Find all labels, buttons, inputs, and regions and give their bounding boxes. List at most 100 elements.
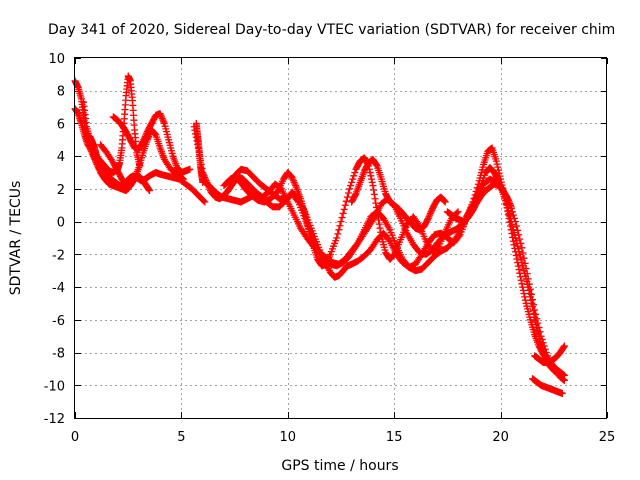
y-tick-label: -4	[52, 281, 65, 296]
series-track-10	[348, 155, 449, 234]
data-point	[201, 198, 209, 206]
data-point	[537, 332, 545, 340]
data-point	[159, 116, 167, 124]
data-point	[333, 234, 341, 242]
data-point	[292, 182, 300, 190]
data-point	[516, 235, 524, 243]
data-point	[509, 211, 517, 219]
data-point	[535, 323, 543, 331]
data-points	[71, 72, 568, 397]
data-point	[493, 160, 501, 168]
data-point	[371, 195, 379, 203]
data-point	[368, 175, 376, 183]
data-point	[428, 206, 436, 214]
data-point	[507, 203, 515, 211]
data-point	[514, 226, 522, 234]
data-point	[531, 306, 539, 314]
data-point	[425, 213, 433, 221]
y-tick-label: -12	[44, 412, 65, 427]
data-point	[293, 197, 301, 205]
data-point	[522, 265, 530, 273]
data-point	[348, 178, 356, 186]
series-track-14	[192, 119, 207, 186]
y-tick-label: -2	[52, 248, 65, 263]
data-point	[337, 218, 345, 226]
series-track-15	[86, 133, 132, 193]
series-track-13	[531, 342, 568, 366]
data-point	[385, 236, 393, 244]
data-point	[342, 197, 350, 205]
data-point	[560, 376, 568, 384]
data-point	[291, 180, 299, 188]
data-point	[525, 286, 533, 294]
data-point	[369, 182, 377, 190]
data-point	[288, 173, 296, 181]
data-point	[560, 342, 568, 350]
data-point	[340, 205, 348, 213]
data-point	[368, 178, 376, 186]
data-point	[526, 290, 534, 298]
x-tick-label: 5	[177, 430, 185, 445]
data-point	[289, 177, 297, 185]
series-track-9	[231, 165, 568, 384]
data-point	[525, 280, 533, 288]
data-point	[426, 209, 434, 217]
data-point	[523, 270, 531, 278]
data-point	[180, 175, 188, 183]
data-point	[514, 262, 522, 270]
data-point	[519, 249, 527, 257]
data-point	[338, 214, 346, 222]
y-axis-label: SDTVAR / TECUs	[8, 181, 24, 296]
data-point	[505, 198, 513, 206]
data-point	[529, 296, 537, 304]
data-point	[536, 328, 544, 336]
data-point	[427, 208, 435, 216]
axis-tick-labels: 0 5 10 15 20 25 -12 -10 -8 -6 -4 -2 0 2 4 6 8 10	[44, 52, 616, 445]
data-point	[351, 191, 359, 199]
data-point	[186, 165, 194, 173]
series-track-5	[97, 126, 188, 190]
data-point	[526, 285, 534, 293]
data-point	[521, 259, 529, 267]
data-point	[512, 251, 520, 259]
plot-frame	[74, 57, 607, 419]
data-point	[510, 214, 518, 222]
y-tick-label: 6	[57, 117, 65, 132]
data-point	[518, 244, 526, 252]
data-point	[504, 196, 512, 204]
data-point	[372, 161, 380, 169]
data-point	[343, 193, 351, 201]
data-point	[520, 254, 528, 262]
data-point	[513, 255, 521, 263]
data-point	[515, 266, 523, 274]
series-track-2	[71, 72, 144, 177]
data-point	[160, 118, 168, 126]
x-tick-label: 0	[71, 430, 79, 445]
y-tick-label: 0	[57, 216, 65, 231]
data-point	[370, 186, 378, 194]
data-point	[151, 130, 159, 138]
data-point	[341, 201, 349, 209]
data-point	[440, 196, 448, 204]
y-tick-label: 10	[48, 52, 65, 67]
data-point	[527, 290, 535, 298]
data-point	[289, 175, 297, 183]
data-point	[455, 229, 463, 237]
x-tick-label: 25	[599, 430, 616, 445]
data-point	[539, 339, 547, 347]
data-point	[157, 111, 165, 119]
data-point	[124, 185, 132, 193]
grid	[75, 58, 607, 418]
data-point	[339, 209, 347, 217]
data-point	[335, 226, 343, 234]
data-point	[138, 139, 146, 147]
data-point	[351, 169, 359, 177]
data-point	[334, 230, 342, 238]
data-point	[145, 133, 153, 141]
x-tick-label: 20	[492, 430, 509, 445]
data-point	[156, 110, 164, 118]
data-point	[367, 172, 375, 180]
data-point	[199, 178, 207, 186]
data-point	[370, 214, 378, 222]
